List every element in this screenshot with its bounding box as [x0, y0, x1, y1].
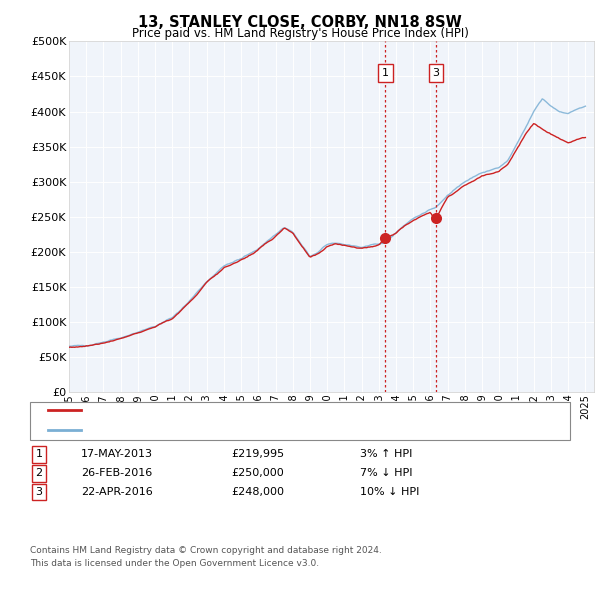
Text: Price paid vs. HM Land Registry's House Price Index (HPI): Price paid vs. HM Land Registry's House …	[131, 27, 469, 40]
Text: HPI: Average price, detached house, North Northamptonshire: HPI: Average price, detached house, Nort…	[87, 425, 430, 434]
Text: 13, STANLEY CLOSE, CORBY, NN18 8SW (detached house): 13, STANLEY CLOSE, CORBY, NN18 8SW (deta…	[87, 405, 410, 415]
Text: 3% ↑ HPI: 3% ↑ HPI	[360, 450, 412, 459]
Text: 10% ↓ HPI: 10% ↓ HPI	[360, 487, 419, 497]
Text: 3: 3	[35, 487, 43, 497]
Text: 26-FEB-2016: 26-FEB-2016	[81, 468, 152, 478]
Text: £248,000: £248,000	[231, 487, 284, 497]
Text: 13, STANLEY CLOSE, CORBY, NN18 8SW: 13, STANLEY CLOSE, CORBY, NN18 8SW	[138, 15, 462, 30]
Text: 22-APR-2016: 22-APR-2016	[81, 487, 153, 497]
Text: 17-MAY-2013: 17-MAY-2013	[81, 450, 153, 459]
Text: 1: 1	[382, 68, 389, 78]
Text: This data is licensed under the Open Government Licence v3.0.: This data is licensed under the Open Gov…	[30, 559, 319, 568]
Text: 1: 1	[35, 450, 43, 459]
Text: 3: 3	[433, 68, 439, 78]
Text: £219,995: £219,995	[231, 450, 284, 459]
Text: Contains HM Land Registry data © Crown copyright and database right 2024.: Contains HM Land Registry data © Crown c…	[30, 546, 382, 555]
Text: 7% ↓ HPI: 7% ↓ HPI	[360, 468, 413, 478]
Text: 2: 2	[35, 468, 43, 478]
Text: £250,000: £250,000	[231, 468, 284, 478]
